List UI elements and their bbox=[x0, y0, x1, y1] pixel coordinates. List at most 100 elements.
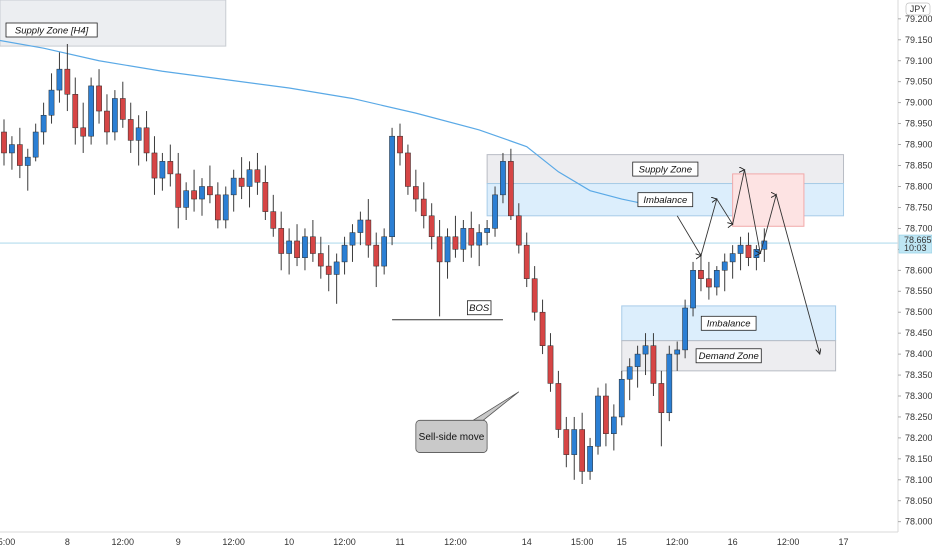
candle-79[interactable] bbox=[626, 358, 633, 401]
candle-89[interactable] bbox=[706, 261, 712, 300]
candle-67[interactable] bbox=[531, 266, 538, 321]
candle-76[interactable] bbox=[603, 383, 609, 447]
zone-label-3[interactable]: Imbalance bbox=[700, 315, 757, 331]
candle-33[interactable] bbox=[262, 165, 269, 220]
candle-40[interactable] bbox=[317, 236, 324, 279]
candle-91[interactable] bbox=[721, 253, 728, 292]
candle-11[interactable] bbox=[88, 77, 94, 145]
candle-29[interactable] bbox=[230, 169, 237, 212]
zone-label-1[interactable]: Supply Zone bbox=[632, 161, 699, 177]
candle-3[interactable] bbox=[24, 148, 31, 191]
candle-72[interactable] bbox=[571, 416, 578, 480]
candle-88[interactable] bbox=[698, 253, 704, 292]
zone-label-2[interactable]: Imbalance bbox=[637, 192, 694, 208]
zone-5[interactable] bbox=[732, 173, 805, 227]
candle-18[interactable] bbox=[143, 111, 150, 162]
candle-10[interactable] bbox=[80, 102, 87, 153]
candle-47[interactable] bbox=[373, 232, 380, 288]
candle-80[interactable] bbox=[634, 345, 641, 388]
candle-16[interactable] bbox=[127, 102, 134, 153]
candle-0[interactable] bbox=[1, 119, 7, 166]
candle-87[interactable] bbox=[690, 261, 696, 317]
candle-95[interactable] bbox=[753, 245, 760, 271]
candle-30[interactable] bbox=[238, 157, 245, 200]
candle-43[interactable] bbox=[341, 236, 348, 275]
candle-83[interactable] bbox=[658, 370, 665, 447]
candle-93[interactable] bbox=[737, 236, 744, 271]
candle-64[interactable] bbox=[508, 148, 514, 220]
candle-74[interactable] bbox=[587, 437, 593, 480]
candle-78[interactable] bbox=[618, 370, 625, 426]
candle-54[interactable] bbox=[428, 203, 435, 250]
candle-34[interactable] bbox=[270, 194, 277, 237]
candle-7[interactable] bbox=[56, 52, 63, 103]
candle-20[interactable] bbox=[159, 152, 166, 191]
candle-63[interactable] bbox=[500, 152, 506, 204]
candle-49[interactable] bbox=[389, 127, 395, 246]
candle-53[interactable] bbox=[420, 182, 427, 229]
candle-24[interactable] bbox=[191, 169, 197, 212]
candle-37[interactable] bbox=[294, 224, 300, 267]
candle-75[interactable] bbox=[595, 387, 601, 455]
callout-box[interactable] bbox=[415, 419, 488, 453]
candle-69[interactable] bbox=[547, 333, 554, 392]
candle-21[interactable] bbox=[167, 144, 174, 187]
candle-50[interactable] bbox=[397, 123, 403, 166]
candle-85[interactable] bbox=[674, 341, 681, 371]
candle-17[interactable] bbox=[135, 115, 142, 166]
candle-12[interactable] bbox=[96, 69, 102, 124]
candle-58[interactable] bbox=[460, 220, 467, 262]
candle-6[interactable] bbox=[48, 73, 55, 124]
candle-23[interactable] bbox=[183, 182, 190, 220]
candle-27[interactable] bbox=[214, 182, 221, 229]
candle-38[interactable] bbox=[302, 228, 308, 271]
candle-45[interactable] bbox=[357, 211, 364, 246]
candle-92[interactable] bbox=[729, 245, 736, 279]
candle-51[interactable] bbox=[405, 144, 411, 195]
zone-label-4[interactable]: Demand Zone bbox=[695, 348, 762, 364]
candle-31[interactable] bbox=[246, 161, 253, 208]
candle-32[interactable] bbox=[254, 152, 261, 195]
candle-66[interactable] bbox=[523, 232, 530, 288]
candle-26[interactable] bbox=[207, 165, 213, 204]
currency-badge[interactable]: JPY bbox=[905, 2, 931, 16]
candle-1[interactable] bbox=[9, 136, 15, 170]
candle-60[interactable] bbox=[476, 224, 483, 267]
candle-5[interactable] bbox=[40, 102, 47, 145]
candle-35[interactable] bbox=[278, 211, 285, 271]
candle-25[interactable] bbox=[199, 178, 205, 216]
candle-41[interactable] bbox=[325, 245, 332, 292]
candle-55[interactable] bbox=[436, 220, 443, 317]
candle-90[interactable] bbox=[713, 266, 720, 296]
candle-48[interactable] bbox=[381, 228, 388, 275]
candle-73[interactable] bbox=[579, 412, 586, 484]
candle-19[interactable] bbox=[151, 136, 158, 195]
candle-14[interactable] bbox=[112, 90, 118, 141]
candle-36[interactable] bbox=[286, 228, 292, 275]
candle-39[interactable] bbox=[310, 220, 316, 262]
candle-57[interactable] bbox=[452, 215, 459, 258]
candle-52[interactable] bbox=[412, 169, 419, 212]
candle-56[interactable] bbox=[444, 228, 451, 279]
candle-84[interactable] bbox=[666, 345, 673, 422]
candle-46[interactable] bbox=[365, 199, 372, 258]
candle-59[interactable] bbox=[468, 211, 475, 258]
candle-71[interactable] bbox=[563, 416, 570, 468]
candle-8[interactable] bbox=[64, 44, 71, 112]
candle-61[interactable] bbox=[484, 220, 490, 246]
candle-82[interactable] bbox=[650, 333, 657, 396]
candle-42[interactable] bbox=[333, 253, 340, 304]
candle-94[interactable] bbox=[745, 232, 752, 267]
candle-44[interactable] bbox=[349, 224, 356, 262]
candle-68[interactable] bbox=[539, 299, 546, 355]
candle-65[interactable] bbox=[515, 203, 522, 254]
candle-13[interactable] bbox=[104, 94, 110, 145]
candle-70[interactable] bbox=[555, 370, 562, 438]
candle-4[interactable] bbox=[32, 123, 39, 162]
bos-label[interactable]: BOS bbox=[466, 300, 492, 316]
zone-label-0[interactable]: Supply Zone [H4] bbox=[5, 22, 98, 38]
candle-81[interactable] bbox=[642, 333, 649, 376]
candle-22[interactable] bbox=[175, 152, 182, 229]
candle-2[interactable] bbox=[16, 127, 23, 179]
